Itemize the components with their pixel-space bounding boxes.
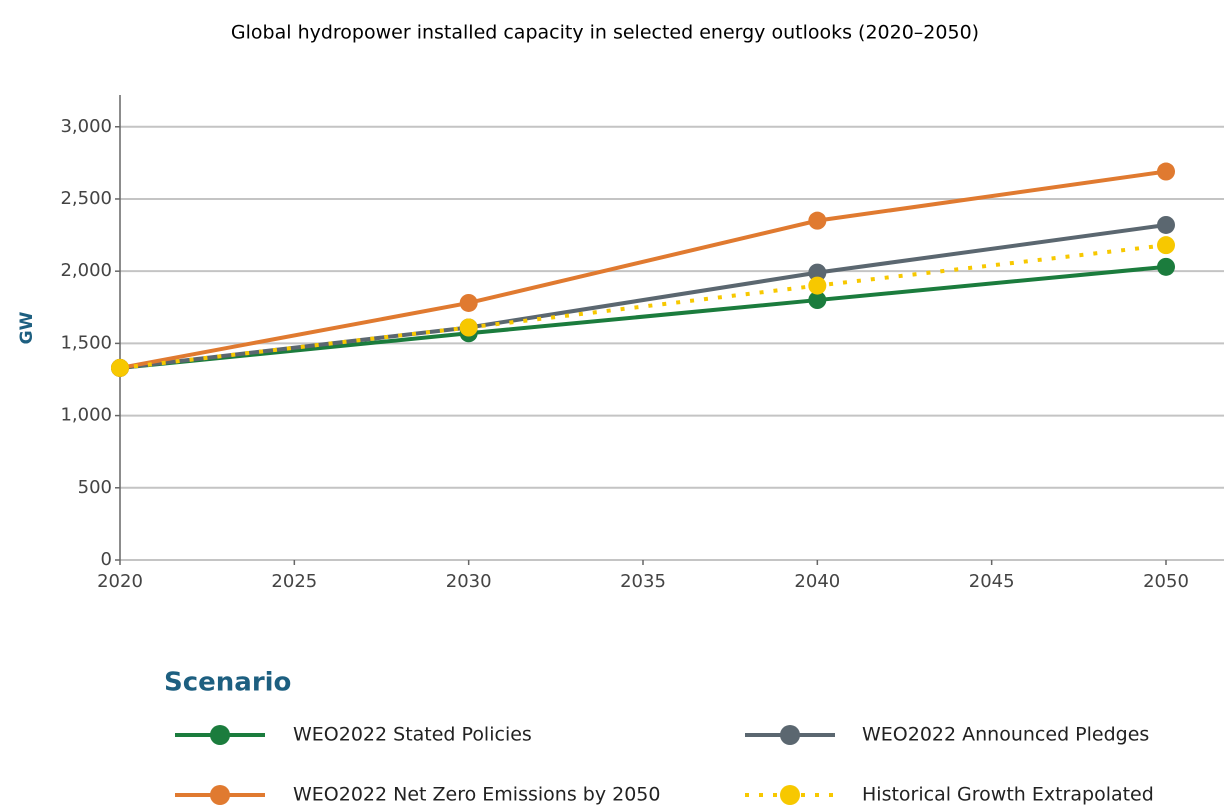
- series-line: [118, 169, 1168, 370]
- series-marker: [808, 291, 827, 310]
- x-tick-label: 2020: [97, 571, 143, 592]
- series-marker: [1157, 215, 1175, 234]
- x-tick-label: 2040: [794, 571, 840, 592]
- series-marker: [111, 358, 129, 377]
- chart-title: Global hydropower installed capacity in …: [231, 22, 979, 44]
- legend-label: WEO2022 Net Zero Emissions by 2050: [293, 784, 660, 806]
- y-tick-label: 2,500: [60, 188, 112, 209]
- x-tick-label: 2050: [1143, 571, 1189, 592]
- series-marker: [1157, 162, 1175, 181]
- legend-marker: [780, 785, 800, 805]
- series-marker: [808, 276, 827, 295]
- series-marker: [459, 293, 478, 312]
- x-tick-label: 2030: [446, 571, 492, 592]
- y-tick-label: 0: [101, 549, 112, 570]
- x-tick-label: 2045: [969, 571, 1015, 592]
- series-marker: [1157, 257, 1175, 276]
- series-marker: [808, 263, 827, 282]
- y-tick-label: 2,000: [60, 260, 112, 281]
- x-tick-label: 2035: [620, 571, 666, 592]
- series-marker: [808, 211, 827, 230]
- y-tick-label: 1,500: [60, 332, 112, 353]
- y-tick-label: 500: [78, 477, 112, 498]
- x-tick-label: 2025: [271, 571, 317, 592]
- series-line: [118, 264, 1168, 370]
- legend-title: Scenario: [164, 668, 291, 698]
- legend-marker: [210, 785, 230, 805]
- y-axis-label: GW: [17, 311, 37, 344]
- legend-label: WEO2022 Announced Pledges: [862, 724, 1149, 746]
- y-tick-label: 3,000: [60, 116, 112, 137]
- legend-marker: [780, 725, 800, 745]
- series-line: [118, 222, 1168, 370]
- legend-label: WEO2022 Stated Policies: [293, 724, 532, 746]
- legend-label: Historical Growth Extrapolated: [862, 784, 1154, 806]
- series-marker: [1157, 236, 1175, 255]
- series-marker: [459, 318, 478, 337]
- legend-marker: [210, 725, 230, 745]
- y-tick-label: 1,000: [60, 405, 112, 426]
